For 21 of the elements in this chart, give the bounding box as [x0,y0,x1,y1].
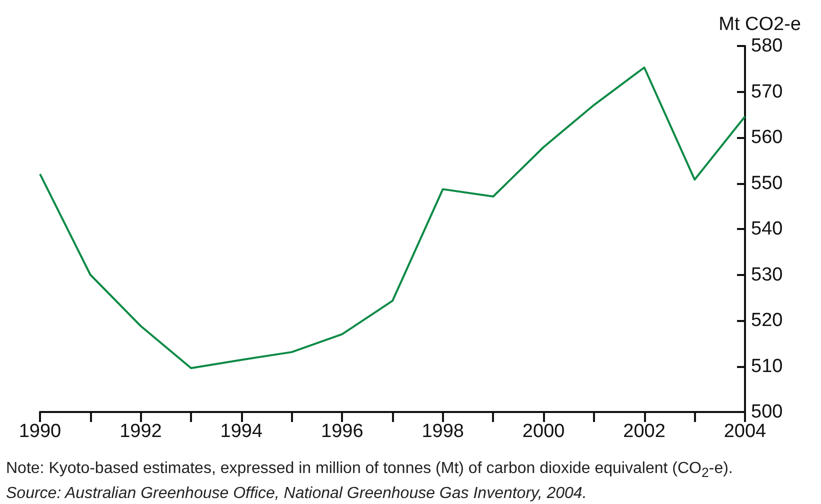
y-tick-label: 530 [751,264,783,286]
y-tick-label: 550 [751,172,783,194]
x-tick-label: 1996 [321,421,364,442]
y-tick-label: 540 [751,218,783,240]
line-series [39,66,746,370]
x-tick-label: 2000 [522,421,565,442]
x-tick-label: 1994 [220,421,263,442]
y-tick-label: 570 [751,81,783,102]
x-tick-label: 1992 [120,421,162,442]
y-tick-label: 510 [751,356,783,377]
y-tick-label: 580 [751,36,783,56]
y-tick-label: 500 [751,402,783,422]
x-tick-label: 2004 [724,421,767,442]
y-tick-label: 520 [751,310,783,331]
y-axis-title: Mt CO2-e [718,14,801,35]
source-note: Source: Australian Greenhouse Office, National Greenhouse Gas Inventory, 2004. [6,484,588,504]
x-tick-label: 1998 [422,421,464,442]
text: Note: Kyoto-based estimates, expressed in million of tonnes (Mt) of carbon dioxide equivalent (CO$_{2}$-e). [6,459,733,482]
x-tick-label: 1990 [18,421,62,442]
x-tick-label: 2002 [623,421,666,442]
y-tick-label: 560 [751,127,783,148]
